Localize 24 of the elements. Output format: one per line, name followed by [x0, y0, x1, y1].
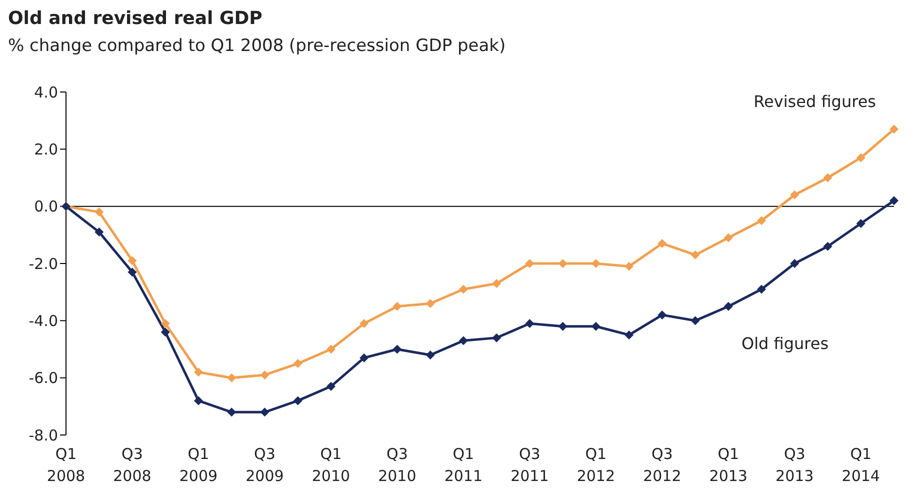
x-tick-label: Q3 2009	[246, 445, 284, 485]
x-tick-label: Q1 2012	[576, 445, 616, 485]
y-tick-label: 4.0	[34, 83, 58, 102]
x-tick-label: Q1 2014	[842, 445, 880, 485]
x-tick-label: Q3 2010	[378, 445, 416, 485]
series-label: Old figures	[742, 334, 829, 354]
chart-title: Old and revised real GDP	[8, 8, 262, 29]
chart-subtitle: % change compared to Q1 2008 (pre-recession GDP peak)	[8, 36, 506, 56]
x-tick-label: Q3 2012	[643, 445, 682, 485]
x-tick-label: Q3 2013	[776, 445, 814, 485]
x-tick-label: Q1 2011	[444, 445, 483, 485]
y-tick-label: -8.0	[28, 426, 58, 444]
x-tick-label: Q1 2009	[179, 445, 218, 485]
y-tick-label: 2.0	[34, 140, 58, 158]
y-tick-label: 0.0	[34, 198, 58, 216]
x-tick-label: Q1 2013	[709, 445, 748, 485]
x-tick-label: Q3 2008	[113, 445, 152, 485]
y-tick-label: -2.0	[28, 254, 58, 273]
y-tick-label: -4.0	[28, 312, 58, 330]
x-tick-label: Q3 2011	[510, 445, 549, 485]
y-tick-label: -6.0	[28, 369, 58, 388]
series-label: Revised figures	[754, 92, 876, 112]
x-tick-label: Q1 2008	[46, 445, 86, 485]
x-tick-label: Q1 2010	[312, 445, 350, 485]
